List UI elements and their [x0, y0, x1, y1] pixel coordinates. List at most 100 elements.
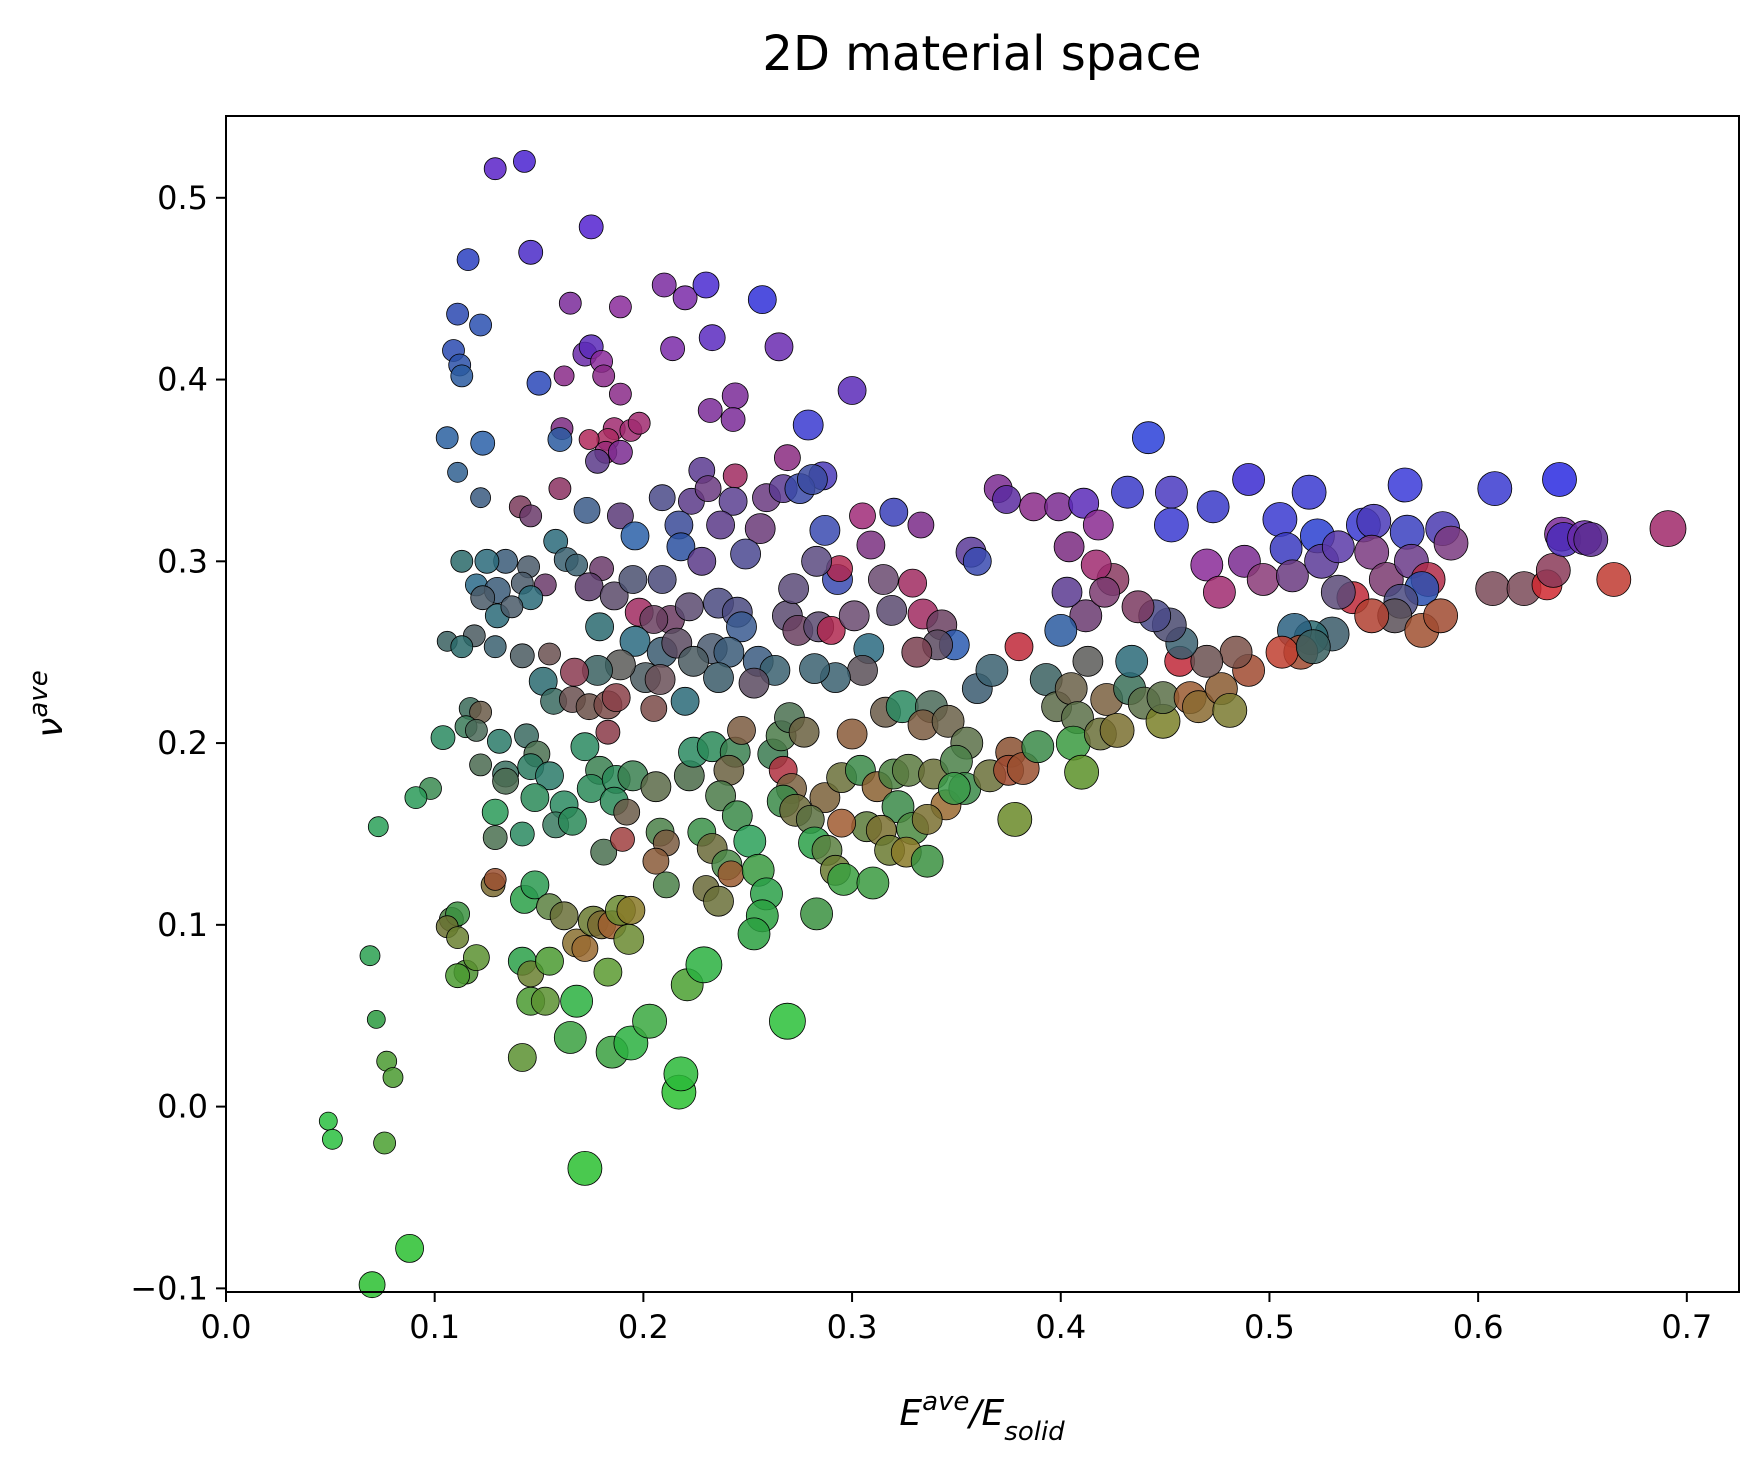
y-tick-label: 0.5 — [157, 179, 208, 217]
data-point — [618, 565, 648, 594]
data-point — [1320, 574, 1356, 610]
data-point — [1111, 475, 1144, 509]
data-point — [382, 1067, 404, 1088]
data-point — [620, 521, 650, 551]
data-point — [801, 545, 832, 577]
data-point — [1054, 672, 1088, 705]
data-point — [1203, 575, 1236, 609]
data-point — [519, 504, 543, 528]
data-point — [509, 643, 535, 669]
data-point — [571, 935, 599, 962]
data-point — [706, 510, 735, 540]
data-point — [733, 824, 767, 858]
data-point — [474, 548, 500, 574]
data-point — [1219, 635, 1253, 669]
data-point — [827, 808, 856, 838]
data-point — [567, 1151, 603, 1186]
data-point — [358, 1271, 386, 1299]
data-point — [703, 662, 734, 693]
data-point — [395, 1234, 425, 1263]
data-point — [1069, 599, 1103, 633]
data-point — [500, 595, 524, 619]
x-axis-label-base: E — [899, 1393, 922, 1434]
data-point — [1190, 548, 1224, 582]
data-point — [486, 728, 512, 754]
data-point — [483, 868, 507, 891]
x-axis-label-base2: E — [982, 1393, 1005, 1434]
data-point — [931, 704, 965, 738]
data-point — [652, 871, 680, 899]
data-point — [992, 485, 1021, 514]
data-point — [547, 427, 573, 452]
data-point — [1212, 693, 1248, 728]
data-point — [366, 1010, 386, 1029]
data-point — [666, 532, 696, 562]
data-point — [565, 553, 588, 577]
data-point — [809, 782, 841, 813]
data-point — [792, 409, 824, 441]
data-point — [670, 686, 700, 716]
data-point — [1190, 644, 1224, 678]
data-point — [640, 771, 672, 803]
data-point — [644, 664, 676, 695]
y-axis-label-base: ν — [30, 718, 71, 738]
data-point — [518, 239, 544, 265]
data-point — [1477, 471, 1513, 507]
data-point — [1291, 474, 1327, 510]
data-point — [482, 825, 508, 850]
data-point — [738, 667, 770, 699]
data-point — [450, 635, 474, 659]
data-point — [558, 291, 582, 315]
data-point — [1132, 421, 1165, 455]
data-point — [721, 382, 749, 410]
data-point — [607, 502, 634, 530]
data-point — [560, 657, 589, 687]
y-tick-label: 0.1 — [157, 906, 208, 944]
data-point — [678, 645, 709, 677]
data-point — [698, 324, 726, 352]
data-point — [937, 772, 971, 805]
data-point — [367, 816, 389, 838]
data-point — [549, 901, 579, 931]
data-point — [694, 475, 722, 503]
data-point — [470, 430, 496, 456]
data-point — [430, 725, 456, 750]
data-point — [1064, 754, 1099, 790]
data-point — [1433, 525, 1469, 561]
data-point — [538, 642, 561, 666]
data-point — [530, 986, 560, 1016]
data-point — [720, 407, 746, 432]
x-axis-label-sup: ave — [922, 1387, 969, 1417]
data-point — [816, 616, 846, 645]
data-point — [1295, 629, 1331, 665]
data-point — [492, 767, 520, 795]
data-point — [1649, 510, 1687, 547]
data-point — [435, 426, 459, 450]
data-point — [535, 946, 564, 976]
x-tick-label: 0.5 — [1244, 1308, 1295, 1346]
x-tick-label: 0.0 — [201, 1308, 252, 1346]
x-axis: 0.0 0.1 0.2 0.3 0.4 0.5 0.6 0.7 — [201, 1292, 1712, 1346]
data-point — [660, 336, 685, 362]
data-points — [318, 149, 1687, 1299]
data-point — [1356, 503, 1392, 539]
data-point — [962, 546, 992, 576]
data-point — [827, 863, 861, 896]
data-point — [1051, 576, 1083, 608]
data-point — [609, 382, 632, 406]
x-tick-label: 0.7 — [1661, 1308, 1712, 1346]
data-point — [692, 271, 720, 299]
data-point — [513, 149, 536, 173]
data-point — [975, 654, 1009, 687]
data-point — [997, 802, 1033, 837]
data-point — [483, 635, 507, 659]
data-point — [520, 783, 550, 812]
data-point — [1068, 487, 1100, 519]
data-point — [469, 753, 493, 777]
data-point — [469, 313, 493, 337]
data-point — [778, 573, 809, 604]
data-point — [901, 636, 933, 668]
data-point — [619, 625, 651, 657]
data-point — [526, 370, 552, 396]
data-point — [797, 464, 828, 495]
